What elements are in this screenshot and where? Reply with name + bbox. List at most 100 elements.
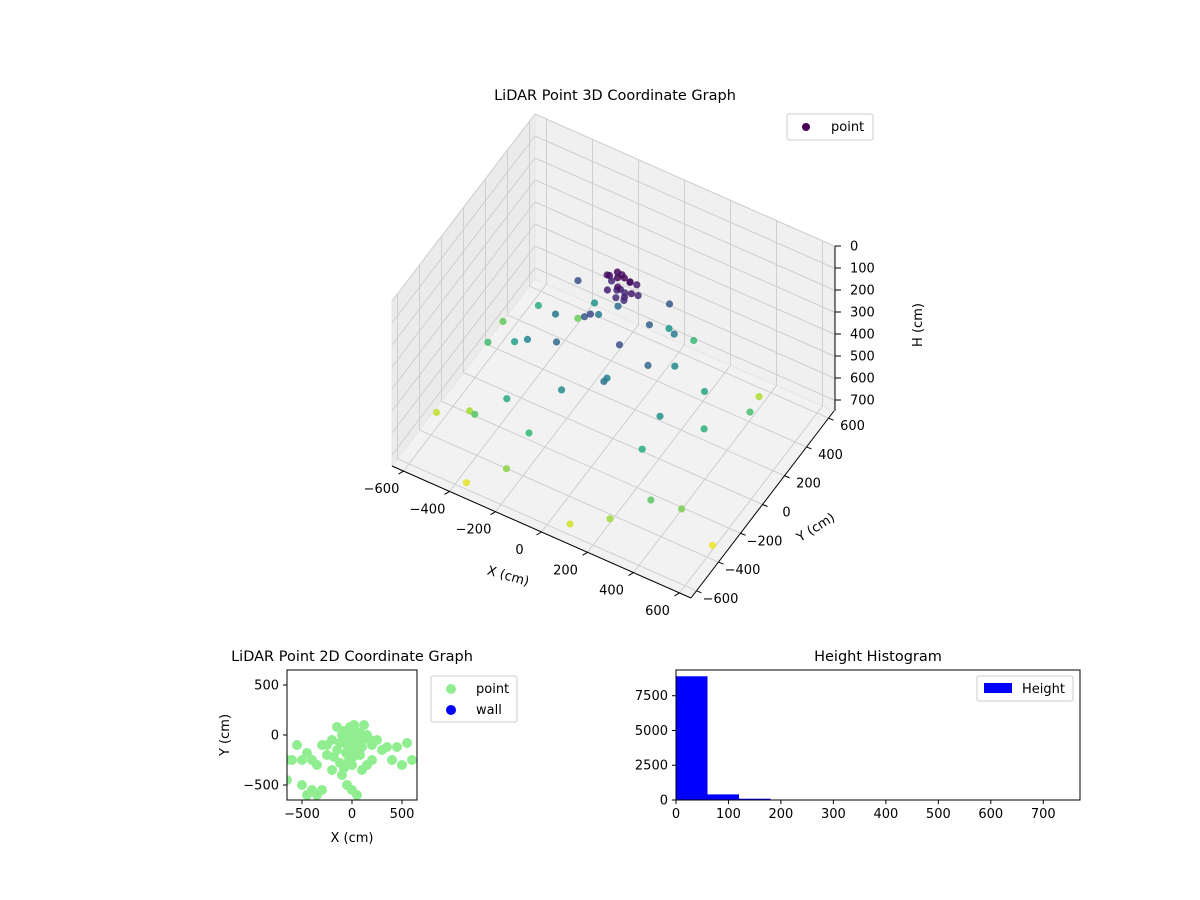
chart3d-data-point bbox=[634, 292, 642, 300]
chart3d-data-point bbox=[614, 302, 622, 310]
chart3d-y-tick bbox=[740, 532, 746, 536]
chart3d-y-tick bbox=[784, 475, 790, 479]
chart3d-z-tick-label: 200 bbox=[850, 284, 875, 299]
chart3d-y-axis-line bbox=[690, 410, 835, 599]
chart2d-data-point bbox=[359, 720, 369, 730]
chart3d-legend: point bbox=[786, 113, 874, 141]
chart3d-data-point bbox=[700, 387, 709, 396]
chart2d-data-point bbox=[347, 760, 357, 770]
chart3d-gridline-z bbox=[391, 201, 536, 390]
chart3d-y-tick-label: 200 bbox=[796, 477, 821, 492]
histogram-x-tick-label: 0 bbox=[672, 807, 680, 822]
chart3d-gridline-z bbox=[534, 113, 835, 247]
chart2d-legend-marker-wall bbox=[446, 705, 456, 715]
chart3d-points bbox=[432, 268, 763, 550]
chart2d-ticks: −500 0 500 −500 0 500 bbox=[243, 679, 414, 823]
chart3d-gridline-y bbox=[529, 285, 829, 419]
chart3d-data-point bbox=[614, 283, 622, 291]
chart2d-data-point bbox=[402, 738, 412, 748]
chart2d-data-point bbox=[297, 780, 307, 790]
histogram-legend: Height bbox=[976, 675, 1074, 702]
chart2d-data-point bbox=[362, 760, 372, 770]
histogram-x-tick-label: 500 bbox=[926, 807, 951, 822]
chart3d-x-tick bbox=[398, 470, 404, 475]
scatter2d-chart: LiDAR Point 2D Coordinate Graph −500 0 500… bbox=[218, 649, 518, 846]
chart3d-data-point bbox=[499, 317, 507, 326]
chart3d-data-point bbox=[566, 520, 574, 528]
chart3d-x-tick-label: 0 bbox=[515, 543, 523, 558]
chart3d-data-point bbox=[605, 271, 614, 280]
chart3d-x-tick bbox=[674, 592, 680, 597]
chart3d-data-point bbox=[708, 541, 717, 550]
chart3d-data-point bbox=[638, 445, 646, 453]
chart3d-axes: −600 −400 −200 0 200 400 600 −600 −400 −200 0 200 40… bbox=[364, 240, 875, 619]
chart3d-legend-marker bbox=[802, 123, 810, 131]
chart2d-data-point bbox=[329, 752, 339, 762]
chart2d-legend-label-wall: wall bbox=[476, 703, 502, 718]
chart3d-data-point bbox=[523, 335, 532, 343]
chart3d-data-point bbox=[574, 314, 582, 322]
chart3d-data-point bbox=[755, 393, 763, 401]
chart2d-data-point bbox=[392, 742, 402, 752]
chart3d-data-point bbox=[510, 338, 519, 346]
histogram-x-tick-label: 700 bbox=[1031, 807, 1056, 822]
chart3d-data-point bbox=[620, 293, 629, 301]
chart3d-y-tick-label: −200 bbox=[747, 534, 783, 549]
chart3d-data-point bbox=[613, 268, 622, 276]
chart3d-x-tick-label: 600 bbox=[645, 604, 670, 619]
chart3d-gridline-z bbox=[391, 267, 536, 456]
histogram-title: Height Histogram bbox=[814, 649, 942, 665]
chart3d-x-tick-label: −600 bbox=[364, 482, 400, 497]
chart3d-y-tick bbox=[828, 417, 834, 421]
chart3d-data-point bbox=[534, 301, 543, 310]
chart3d-x-tick bbox=[536, 531, 542, 536]
chart3d-data-point bbox=[670, 330, 678, 338]
histogram-chart: Height Histogram 0 100 200 300 400 500 600 7000… bbox=[635, 649, 1081, 822]
chart3d-data-point bbox=[590, 299, 599, 307]
histogram-y-tick-label: 2500 bbox=[635, 759, 668, 774]
chart2d-y-axis-label: Y (cm) bbox=[218, 714, 233, 757]
chart3d-data-point bbox=[626, 278, 634, 286]
histogram-x-tick-label: 100 bbox=[716, 807, 741, 822]
chart3d-z-tick-label: 400 bbox=[850, 328, 875, 343]
chart2d-y-tick-label: −500 bbox=[243, 779, 279, 794]
chart3d-y-tick-label: −600 bbox=[703, 592, 739, 607]
chart3d-y-tick bbox=[718, 561, 724, 565]
chart3d-legend-frame bbox=[786, 113, 874, 141]
chart3d-data-point bbox=[466, 407, 474, 415]
chart2d-x-axis-label: X (cm) bbox=[331, 831, 374, 846]
histogram-x-tick-label: 600 bbox=[978, 807, 1003, 822]
chart2d-data-point bbox=[352, 790, 362, 800]
chart3d-gridline-z bbox=[534, 245, 835, 379]
chart3d-data-point bbox=[644, 361, 652, 369]
chart3d-gridline-y bbox=[419, 429, 719, 563]
histogram-ticks: 0 100 200 300 400 500 600 700 0 2500 5000 7500 bbox=[635, 689, 1056, 822]
histogram-x-tick-label: 300 bbox=[821, 807, 846, 822]
chart2d-legend-marker-point bbox=[446, 684, 456, 694]
chart3d-gridline-z bbox=[391, 135, 536, 324]
chart3d-data-point bbox=[600, 377, 608, 385]
chart2d-data-point bbox=[327, 765, 337, 775]
chart3d-data-point bbox=[614, 274, 622, 282]
chart3d-data-point bbox=[671, 362, 679, 370]
chart2d-x-tick-label: 0 bbox=[348, 807, 356, 822]
chart3d-data-point bbox=[462, 479, 471, 487]
chart2d-data-point bbox=[339, 763, 349, 773]
chart2d-data-point bbox=[292, 740, 302, 750]
chart3d-x-tick-label: 400 bbox=[599, 584, 624, 599]
chart3d-z-tick-label: 500 bbox=[850, 350, 875, 365]
chart3d-y-tick bbox=[762, 504, 768, 507]
chart2d-data-point bbox=[287, 775, 292, 785]
chart2d-data-point bbox=[297, 755, 307, 765]
chart3d-gridline-z bbox=[391, 223, 536, 412]
chart3d-gridline-z bbox=[391, 179, 536, 368]
chart3d-data-point bbox=[484, 338, 492, 346]
chart3d-data-point bbox=[612, 294, 620, 302]
chart3d-data-point bbox=[627, 290, 636, 298]
chart3d-data-point bbox=[647, 496, 655, 504]
chart2d-data-point bbox=[317, 785, 327, 795]
chart3d-gridline-z bbox=[391, 113, 536, 302]
chart3d-data-point bbox=[633, 281, 641, 289]
chart3d-data-point bbox=[608, 277, 616, 285]
